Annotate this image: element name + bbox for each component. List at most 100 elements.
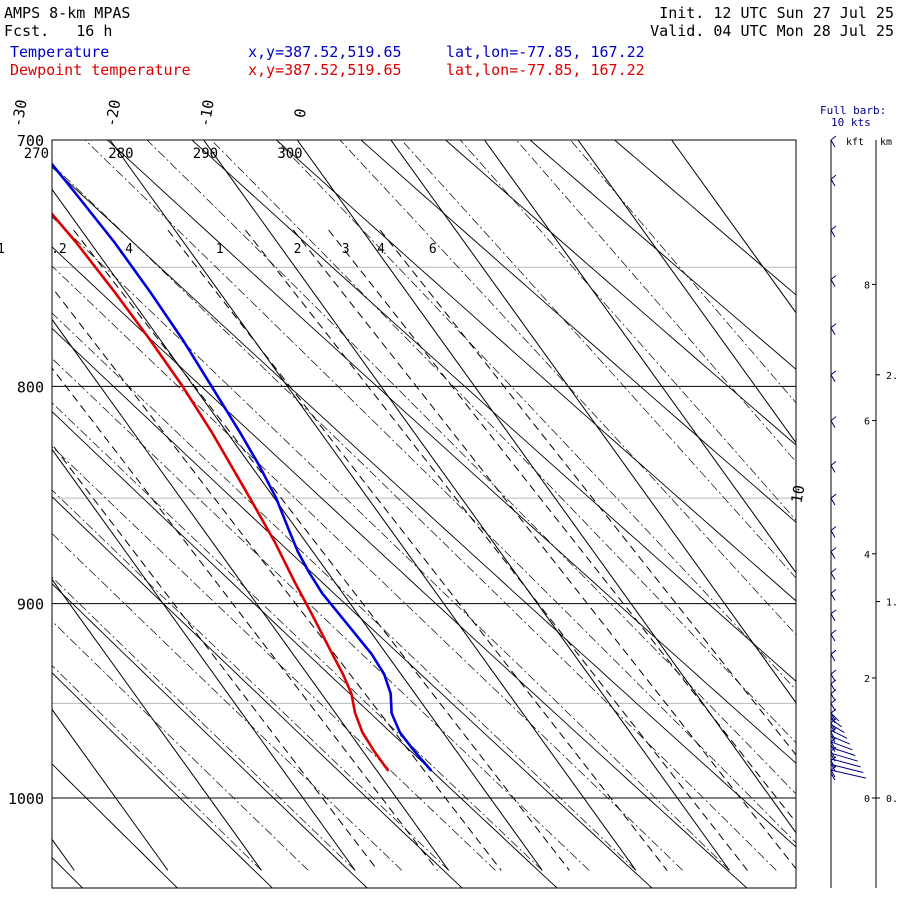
wind-barb: [830, 689, 837, 701]
barb-legend-speed: 10 kts: [831, 116, 871, 129]
wind-barbs: [830, 135, 867, 781]
dry-adiabat-line: [52, 856, 84, 888]
moist-adiabat-line: [52, 620, 309, 871]
kft-tick-label: 2: [864, 674, 870, 685]
moist-adiabat-line: [52, 664, 262, 871]
wind-barb: [830, 526, 837, 538]
mixing-ratio-label: 4: [377, 242, 385, 257]
wind-barb-low: [830, 764, 864, 773]
wind-barb: [830, 275, 837, 287]
wind-barb-low: [830, 758, 861, 768]
wind-barb: [830, 568, 837, 580]
temperature-xy: x,y=387.52,519.65: [248, 43, 402, 61]
mixing-ratio-label: 6: [429, 242, 437, 257]
model-title: AMPS 8-km MPAS: [4, 4, 131, 22]
wind-barb: [830, 460, 837, 473]
isotherm-line: [109, 140, 637, 871]
moist-adiabat-line: [52, 576, 356, 871]
moist-adiabat-line: [52, 312, 637, 871]
temperature-legend-label: Temperature: [10, 43, 110, 61]
moist-adiabat-line: [275, 140, 796, 691]
mixing-ratio-line: [379, 229, 796, 756]
isotherm-line: [390, 140, 796, 704]
moist-adiabat-line: [52, 402, 543, 871]
wind-barb: [830, 547, 837, 559]
mixing-ratio-line: [292, 229, 796, 870]
dry-adiabat-line: [0, 3, 5, 900]
wind-barb-low: [830, 724, 845, 734]
mixing-ratio-label: 2: [294, 242, 302, 257]
forecast-hour: Fcst. 16 h: [4, 22, 113, 40]
isotherm-line: [484, 140, 796, 574]
dry-adiabat-label: 270: [24, 146, 49, 162]
moist-adiabat-line: [52, 216, 730, 871]
mixing-ratio-line: [328, 229, 796, 824]
dry-adiabat-line: [52, 327, 653, 888]
wind-barb: [830, 416, 837, 428]
dry-adiabat-label: 300: [277, 146, 302, 162]
kft-tick-label: 6: [864, 417, 870, 428]
isotherm-line: [577, 140, 796, 444]
pressure-tick-label: 900: [17, 596, 44, 614]
isotherm-tick-label: 0: [291, 107, 310, 119]
dry-adiabat-line: [52, 672, 273, 888]
mixing-ratio-line: [167, 229, 668, 871]
dry-adiabat-label: 290: [193, 146, 218, 162]
plot-frame: [51, 139, 797, 889]
wind-barb: [830, 174, 837, 187]
isotherm-tick-label: -30: [8, 98, 30, 128]
isotherm-tick-label: -20: [102, 98, 124, 128]
dry-adiabat-line: [529, 140, 796, 370]
dewpoint-trace: [52, 212, 390, 772]
dewpoint-xy: x,y=387.52,519.65: [248, 61, 402, 79]
dry-adiabat-line: [52, 410, 558, 888]
mixing-ratio-label: 1: [216, 242, 224, 257]
kft-axis-label: kft: [846, 137, 864, 148]
mixing-ratio-label: .4: [117, 242, 133, 257]
wind-barb: [830, 669, 837, 682]
dewpoint-latlon: lat,lon=-77.85, 167.22: [446, 61, 645, 79]
barb-legend-title: Full barb:: [820, 104, 886, 117]
wind-barb: [830, 225, 837, 238]
mixing-ratio-label: .2: [51, 242, 67, 257]
isotherm-line: [671, 140, 796, 314]
moist-adiabat-line: [210, 140, 796, 744]
dry-adiabat-line: [275, 140, 796, 602]
wind-barb: [830, 135, 837, 148]
moist-adiabat-line: [52, 357, 590, 871]
isotherm-line: [296, 140, 796, 834]
kft-tick-label: 4: [864, 550, 870, 561]
moist-adiabat-line: [400, 140, 796, 579]
dry-adiabat-line: [52, 246, 748, 888]
dry-adiabat-line: [52, 763, 179, 888]
moist-adiabat-line: [52, 489, 449, 871]
moist-adiabat-line: [515, 140, 796, 463]
wind-barb: [830, 370, 837, 383]
isotherm-line: [52, 448, 356, 871]
kft-tick-label: 8: [864, 280, 870, 291]
wind-barb: [830, 588, 837, 601]
moist-adiabat-line: [52, 533, 403, 871]
mixing-ratio-line: [245, 229, 748, 871]
wind-barb-low: [830, 741, 853, 751]
dry-adiabat-line: [613, 140, 796, 296]
isotherm-line: [52, 578, 262, 871]
km-tick-label: 0.: [886, 794, 898, 805]
wind-barb: [830, 649, 837, 662]
mixing-ratio-line: [52, 367, 438, 871]
isotherm-line: [52, 708, 169, 871]
dry-adiabat-line: [52, 583, 368, 888]
km-axis-label: km: [880, 137, 892, 148]
dry-adiabat-line: [191, 140, 796, 682]
pressure-tick-label: 1000: [8, 790, 44, 808]
wind-barb-low: [830, 752, 859, 762]
dry-adiabat-label: 280: [108, 146, 133, 162]
km-tick-label: 1.: [886, 598, 898, 609]
moist-adiabat-line: [52, 265, 683, 871]
mixing-ratio-label: 3: [342, 242, 350, 257]
isotherm-line: [52, 318, 450, 871]
dry-adiabat-line: [106, 140, 796, 764]
wind-barb: [830, 493, 837, 506]
